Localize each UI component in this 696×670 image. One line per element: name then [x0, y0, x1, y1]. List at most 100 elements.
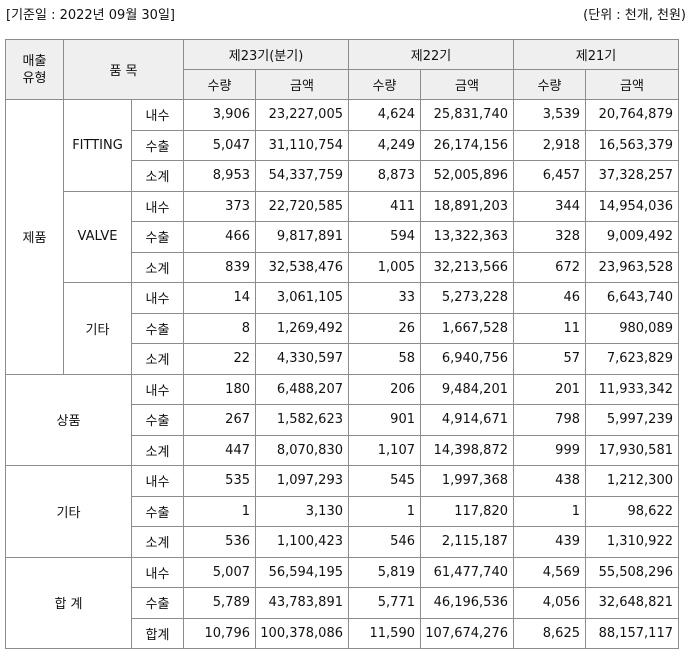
row-label: 수출 — [131, 312, 184, 344]
qty-cell: 545 — [348, 465, 421, 497]
qty-cell: 8 — [183, 312, 256, 344]
amount-cell: 13,322,363 — [420, 221, 514, 253]
table-row: 수출 5,047 31,110,754 4,249 26,174,156 2,918 16,… — [6, 129, 679, 161]
amount-cell: 4,914,671 — [420, 404, 514, 436]
amount-cell: 14,954,036 — [585, 190, 679, 222]
row-label: 소계 — [131, 251, 184, 283]
sales-type-cell: 기타 — [5, 465, 132, 558]
amount-cell: 14,398,872 — [420, 434, 514, 466]
amount-cell: 31,110,754 — [255, 129, 349, 161]
qty-cell: 328 — [513, 221, 586, 253]
table-row: 소계 536 1,100,423 546 2,115,187 439 1,310,922 — [6, 526, 679, 558]
sales-table: 매출 유형 품 목 제23기(분기) 제22기 제21기 수량 금액 수량 금액… — [5, 39, 679, 649]
table-row: 합계 10,796 100,378,086 11,590 107,674,276 8,62… — [6, 617, 679, 649]
row-label: 내수 — [131, 282, 184, 314]
amount-cell: 7,623,829 — [585, 343, 679, 375]
row-label: 수출 — [131, 404, 184, 436]
amount-cell: 26,174,156 — [420, 129, 514, 161]
qty-cell: 33 — [348, 282, 421, 314]
amount-cell: 55,508,296 — [585, 556, 679, 588]
amount-cell: 5,997,239 — [585, 404, 679, 436]
qty-cell: 10,796 — [183, 617, 256, 649]
amount-cell: 88,157,117 — [585, 617, 679, 649]
qty-cell: 11 — [513, 312, 586, 344]
sales-type-cell: 상품 — [5, 373, 132, 466]
amount-cell: 52,005,896 — [420, 160, 514, 192]
qty-cell: 373 — [183, 190, 256, 222]
amount-cell: 1,310,922 — [585, 526, 679, 558]
qty-cell: 8,953 — [183, 160, 256, 192]
row-label: 수출 — [131, 587, 184, 619]
amount-cell: 16,563,379 — [585, 129, 679, 161]
amount-cell: 9,009,492 — [585, 221, 679, 253]
qty-cell: 839 — [183, 251, 256, 283]
qty-cell: 536 — [183, 526, 256, 558]
amount-cell: 3,130 — [255, 495, 349, 527]
row-label: 합계 — [131, 617, 184, 649]
row-label: 내수 — [131, 373, 184, 405]
amount-cell: 32,538,476 — [255, 251, 349, 283]
amount-cell: 1,212,300 — [585, 465, 679, 497]
amount-cell: 1,269,492 — [255, 312, 349, 344]
qty-cell: 1,005 — [348, 251, 421, 283]
qty-cell: 1 — [183, 495, 256, 527]
col-amount: 금액 — [255, 69, 349, 100]
qty-cell: 6,457 — [513, 160, 586, 192]
amount-cell: 6,488,207 — [255, 373, 349, 405]
amount-cell: 1,997,368 — [420, 465, 514, 497]
qty-cell: 4,624 — [348, 99, 421, 131]
qty-cell: 3,539 — [513, 99, 586, 131]
qty-cell: 26 — [348, 312, 421, 344]
qty-cell: 1 — [513, 495, 586, 527]
table-row: VALVE 내수 373 22,720,585 411 18,891,203 344 14,9… — [6, 190, 679, 283]
amount-cell: 32,213,566 — [420, 251, 514, 283]
col-qty: 수량 — [183, 69, 256, 100]
amount-cell: 46,196,536 — [420, 587, 514, 619]
table-body: 제품 FITTING 내수 3,906 23,227,005 4,624 25,831,74… — [5, 99, 679, 649]
report-header: [기준일 : 2022년 09월 30일] (단위 : 천개, 천원) — [6, 4, 686, 28]
qty-cell: 5,789 — [183, 587, 256, 619]
row-label: 수출 — [131, 221, 184, 253]
qty-cell: 206 — [348, 373, 421, 405]
col-item: 품 목 — [63, 39, 184, 100]
amount-cell: 9,484,201 — [420, 373, 514, 405]
amount-cell: 18,891,203 — [420, 190, 514, 222]
qty-cell: 439 — [513, 526, 586, 558]
table-row: 소계 8,953 54,337,759 8,873 52,005,896 6,457 37,… — [6, 160, 679, 192]
row-label: 수출 — [131, 129, 184, 161]
sales-type-cell: 제품 — [5, 99, 64, 375]
amount-cell: 100,378,086 — [255, 617, 349, 649]
base-date: [기준일 : 2022년 09월 30일] — [6, 8, 175, 23]
qty-cell: 4,056 — [513, 587, 586, 619]
qty-cell: 546 — [348, 526, 421, 558]
row-label: 내수 — [131, 99, 184, 131]
qty-cell: 11,590 — [348, 617, 421, 649]
item-name-cell: 기타 — [63, 282, 132, 375]
amount-cell: 3,061,105 — [255, 282, 349, 314]
qty-cell: 672 — [513, 251, 586, 283]
qty-cell: 1,107 — [348, 434, 421, 466]
table-row: 소계 447 8,070,830 1,107 14,398,872 999 17,930,5… — [6, 434, 679, 466]
qty-cell: 447 — [183, 434, 256, 466]
item-name-cell: FITTING — [63, 99, 132, 192]
qty-cell: 14 — [183, 282, 256, 314]
amount-cell: 37,328,257 — [585, 160, 679, 192]
amount-cell: 25,831,740 — [420, 99, 514, 131]
amount-cell: 107,674,276 — [420, 617, 514, 649]
col-period-21: 제21기 — [513, 39, 679, 70]
qty-cell: 466 — [183, 221, 256, 253]
row-label: 소계 — [131, 343, 184, 375]
amount-cell: 4,330,597 — [255, 343, 349, 375]
amount-cell: 2,115,187 — [420, 526, 514, 558]
amount-cell: 20,764,879 — [585, 99, 679, 131]
amount-cell: 43,783,891 — [255, 587, 349, 619]
qty-cell: 57 — [513, 343, 586, 375]
amount-cell: 1,667,528 — [420, 312, 514, 344]
amount-cell: 98,622 — [585, 495, 679, 527]
qty-cell: 5,819 — [348, 556, 421, 588]
qty-cell: 5,047 — [183, 129, 256, 161]
qty-cell: 180 — [183, 373, 256, 405]
table-row: 소계 22 4,330,597 58 6,940,756 57 7,623,829 — [6, 343, 679, 375]
qty-cell: 535 — [183, 465, 256, 497]
amount-cell: 61,477,740 — [420, 556, 514, 588]
